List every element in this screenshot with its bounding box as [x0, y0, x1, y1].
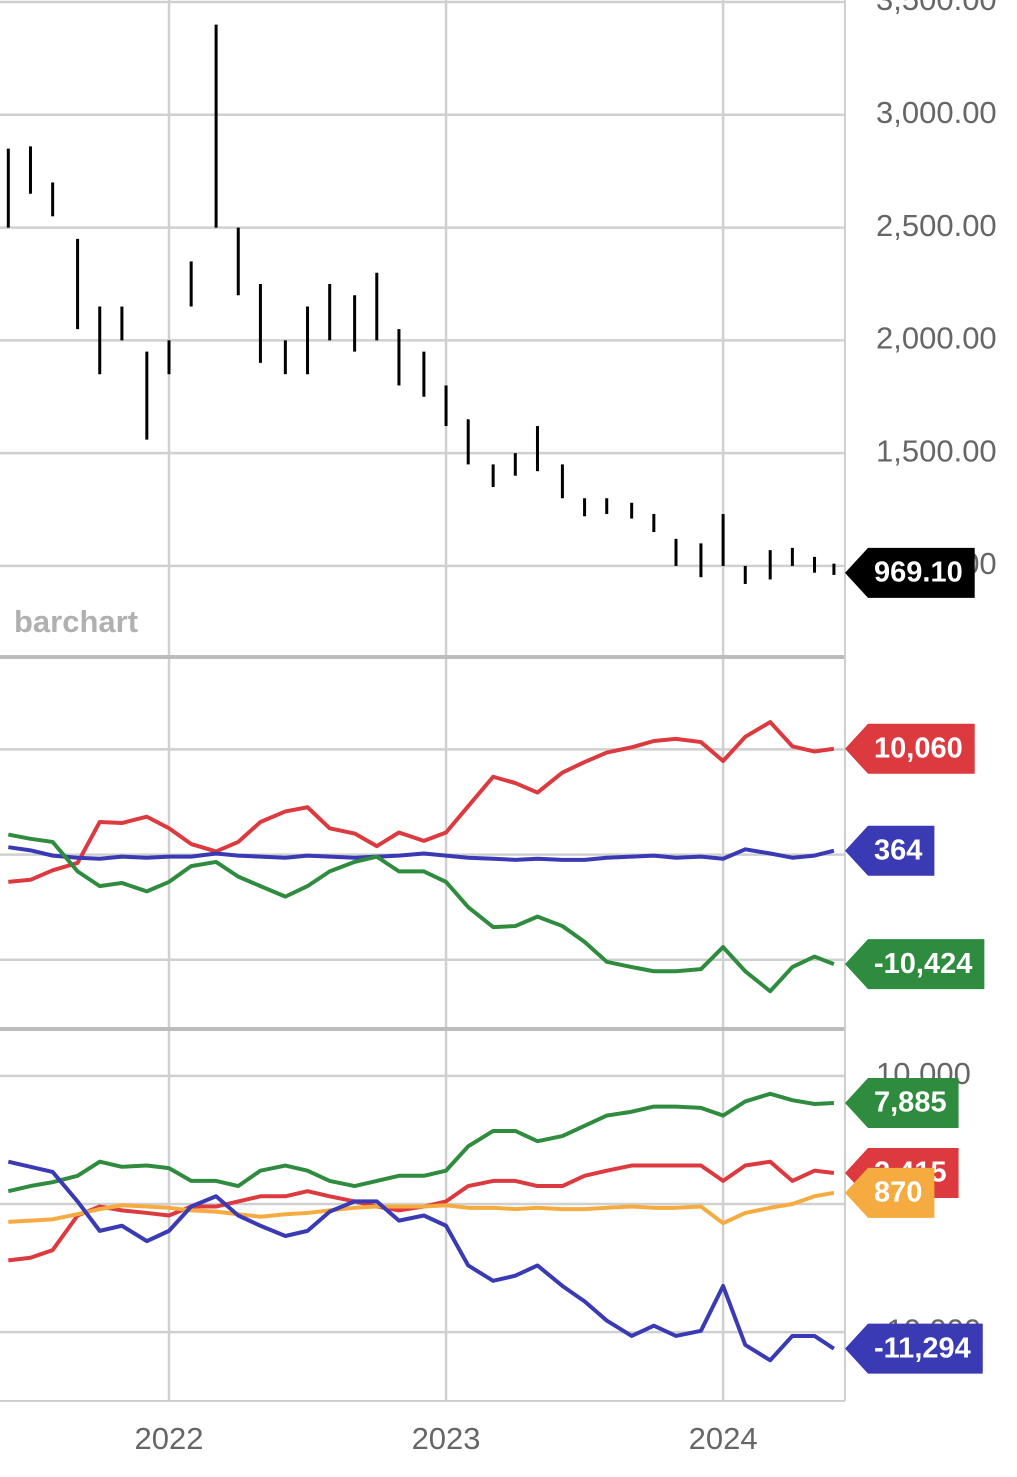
series-line [8, 720, 835, 884]
badge-label: 870 [874, 1176, 922, 1208]
badge-shape [845, 1323, 983, 1374]
value-badge: 7,885 [845, 1077, 959, 1128]
badge-shape [845, 825, 935, 876]
y-tick-label: 3,500.00 [876, 0, 997, 17]
series-line [7, 1091, 835, 1194]
y-tick-label: 2,000.00 [876, 321, 997, 356]
badges: 969.1010,060364-10,4247,8852,415870-11,2… [845, 547, 985, 1374]
x-tick-label: 2024 [689, 1421, 758, 1456]
y-tick-label: 1,500.00 [876, 433, 997, 468]
grid [0, 0, 845, 1400]
badge-label: 7,885 [874, 1087, 947, 1119]
badge-shape [845, 1167, 935, 1218]
badge-label: 10,060 [874, 732, 963, 764]
y-tick-label: 3,000.00 [876, 95, 997, 130]
series-line [8, 1190, 835, 1226]
value-badge: -10,424 [845, 939, 985, 990]
badge-label: 364 [874, 834, 922, 866]
value-badge: -11,294 [845, 1323, 983, 1374]
series-line [7, 832, 835, 994]
badge-shape [845, 939, 985, 990]
x-tick-label: 2022 [135, 1421, 204, 1456]
data [6, 24, 836, 1363]
badge-shape [845, 723, 975, 774]
badge-label: 969.10 [874, 557, 963, 589]
series-line [8, 845, 835, 862]
value-badge: 10,060 [845, 723, 975, 774]
badge-shape [845, 547, 975, 598]
x-tick-label: 2023 [412, 1421, 481, 1456]
value-badge: 870 [845, 1167, 935, 1218]
frame [0, 0, 846, 1402]
watermark: barchart [14, 604, 138, 639]
value-badge: 364 [845, 825, 935, 876]
badge-label: -11,294 [874, 1332, 971, 1364]
badge-label: -10,424 [874, 948, 972, 980]
badge-shape [845, 1077, 959, 1128]
y-tick-label: 2,500.00 [876, 208, 997, 243]
value-badge: 969.10 [845, 547, 975, 598]
series-line [7, 1159, 836, 1363]
